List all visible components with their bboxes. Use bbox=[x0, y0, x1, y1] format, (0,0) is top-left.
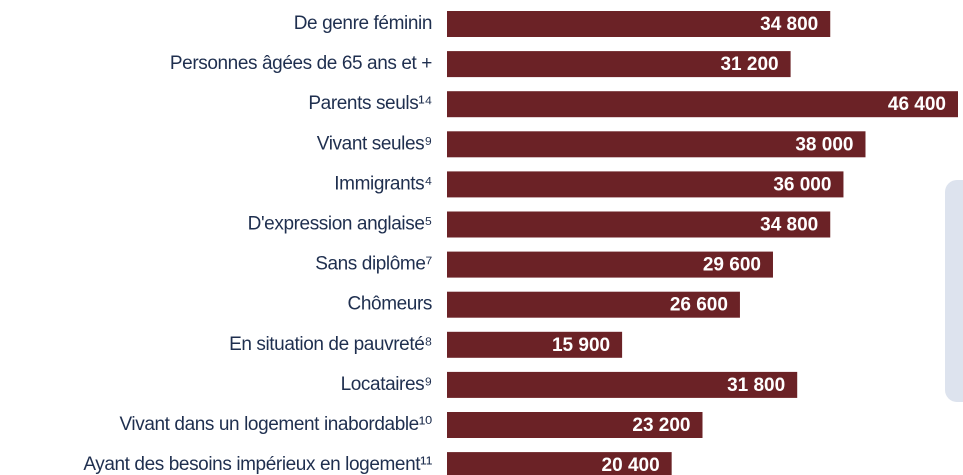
value-label: 34 800 bbox=[760, 14, 818, 35]
bar bbox=[447, 91, 958, 118]
category-label: Personnes âgées de 65 ans et + bbox=[170, 53, 432, 74]
value-label: 23 200 bbox=[632, 415, 690, 436]
bar bbox=[447, 331, 623, 358]
category-label: Immigrants⁴ bbox=[334, 173, 432, 194]
category-label: Sans diplôme⁷ bbox=[315, 254, 432, 275]
value-label: 31 200 bbox=[720, 54, 778, 75]
category-label: Ayant des besoins impérieux en logement¹… bbox=[83, 454, 432, 475]
bar bbox=[447, 131, 866, 158]
category-label: De genre féminin bbox=[294, 13, 432, 34]
category-label: Locataires⁹ bbox=[341, 374, 432, 395]
value-label: 31 800 bbox=[727, 375, 785, 396]
bar bbox=[447, 251, 773, 278]
category-label: Chômeurs bbox=[348, 294, 432, 315]
category-label: D'expression anglaise⁵ bbox=[248, 214, 432, 235]
category-label: Vivant seules⁹ bbox=[317, 133, 432, 154]
value-label: 36 000 bbox=[773, 174, 831, 195]
value-label: 20 400 bbox=[602, 455, 660, 475]
value-label: 34 800 bbox=[760, 215, 818, 236]
bar bbox=[447, 51, 791, 78]
bar bbox=[447, 412, 703, 438]
value-label: 38 000 bbox=[795, 134, 853, 155]
side-panel bbox=[945, 180, 963, 402]
bar bbox=[447, 291, 740, 318]
category-label: En situation de pauvreté⁸ bbox=[229, 334, 432, 355]
bar bbox=[447, 452, 672, 475]
bar bbox=[447, 211, 831, 238]
bar bbox=[447, 11, 831, 37]
value-label: 26 600 bbox=[670, 295, 728, 316]
value-label: 15 900 bbox=[552, 335, 610, 356]
category-label: Parents seuls¹⁴ bbox=[308, 93, 432, 114]
value-label: 29 600 bbox=[703, 255, 761, 276]
value-label: 46 400 bbox=[888, 94, 946, 115]
category-label: Vivant dans un logement inabordable¹⁰ bbox=[119, 414, 432, 435]
bar bbox=[447, 371, 798, 398]
bar bbox=[447, 171, 844, 198]
